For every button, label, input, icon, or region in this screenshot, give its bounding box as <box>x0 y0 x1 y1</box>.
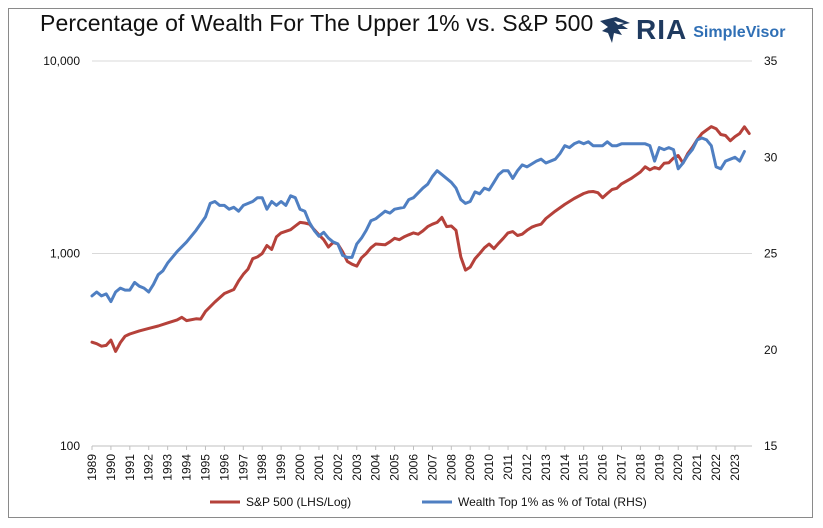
x-tick-label: 2019 <box>652 454 666 481</box>
x-tick-label: 2016 <box>596 454 610 481</box>
y-right-tick-label: 30 <box>764 150 778 164</box>
x-tick-label: 1989 <box>85 454 99 481</box>
legend-label: Wealth Top 1% as % of Total (RHS) <box>458 495 647 509</box>
ria-logo: RIA SimpleVisor <box>598 12 785 48</box>
x-tick-label: 2010 <box>482 454 496 481</box>
x-tick-label: 2001 <box>312 454 326 481</box>
x-tick-label: 2012 <box>520 454 534 481</box>
series-line-sp500 <box>90 125 751 353</box>
y-right-tick-label: 35 <box>764 54 778 68</box>
legend-item-wealth-top1: Wealth Top 1% as % of Total (RHS) <box>422 495 647 509</box>
x-tick-label: 2017 <box>615 454 629 481</box>
x-tick-label: 2007 <box>425 454 439 481</box>
x-tick-label: 2015 <box>577 454 591 481</box>
x-tick-label: 2003 <box>350 454 364 481</box>
logo-brand: RIA <box>636 14 688 45</box>
x-tick-label: 2000 <box>293 454 307 481</box>
x-tick-label: 2021 <box>690 454 704 481</box>
chart-frame <box>8 8 813 518</box>
x-tick-label: 2008 <box>444 454 458 481</box>
x-tick-label: 2018 <box>633 454 647 481</box>
x-tick-label: 1993 <box>161 454 175 481</box>
x-tick-label: 2004 <box>369 454 383 481</box>
x-tick-label: 2002 <box>331 454 345 481</box>
eagle-logo-icon <box>600 17 630 43</box>
y-right-tick-label: 25 <box>764 247 778 261</box>
legend-item-sp500: S&P 500 (LHS/Log) <box>210 495 351 509</box>
x-tick-label: 2014 <box>558 454 572 481</box>
x-tick-label: 1991 <box>123 454 137 481</box>
x-tick-label: 1999 <box>274 454 288 481</box>
legend-label: S&P 500 (LHS/Log) <box>246 495 351 509</box>
series-line-wealth-top1 <box>90 136 746 304</box>
x-tick-label: 1998 <box>255 454 269 481</box>
x-tick-label: 2022 <box>709 454 723 481</box>
x-tick-label: 2023 <box>728 454 742 481</box>
series-lines <box>90 125 751 353</box>
x-tick-label: 2005 <box>388 454 402 481</box>
x-tick-label: 1994 <box>180 454 194 481</box>
grid-lines <box>92 60 752 447</box>
y-left-tick-label: 100 <box>60 439 80 453</box>
x-tick-label: 2011 <box>501 454 515 480</box>
legend: S&P 500 (LHS/Log) Wealth Top 1% as % of T… <box>210 495 647 509</box>
x-tick-label: 1992 <box>142 454 156 481</box>
x-tick-label: 1995 <box>198 454 212 481</box>
y-right-tick-label: 15 <box>764 439 778 453</box>
x-tick-label: 1990 <box>104 454 118 481</box>
x-tick-label: 2020 <box>671 454 685 481</box>
x-tick-label: 2009 <box>463 454 477 481</box>
y-left-tick-label: 10,000 <box>43 54 80 68</box>
x-tick-label: 1996 <box>217 454 231 481</box>
axes: 100 1,000 10,000 15 20 25 30 35 1989 1990 1991 1992… <box>43 54 777 481</box>
y-right-tick-label: 20 <box>764 343 778 357</box>
logo-sub: SimpleVisor <box>693 24 786 41</box>
chart-title: Percentage of Wealth For The Upper 1% vs… <box>40 10 594 36</box>
x-tick-label: 2013 <box>539 454 553 481</box>
y-left-tick-label: 1,000 <box>50 247 80 261</box>
x-tick-label: 2006 <box>406 454 420 481</box>
x-tick-label: 1997 <box>236 454 250 481</box>
